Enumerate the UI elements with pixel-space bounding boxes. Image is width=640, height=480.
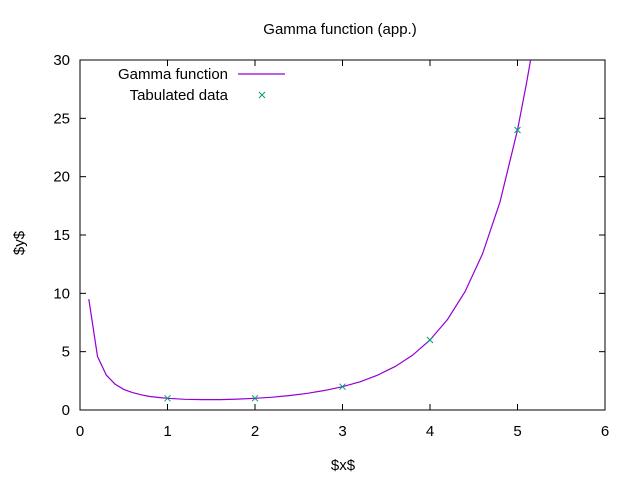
x-tick-label: 2 xyxy=(251,423,259,440)
y-tick-label: 5 xyxy=(62,344,70,361)
chart-title: Gamma function (app.) xyxy=(263,21,416,38)
x-tick-label: 3 xyxy=(338,423,346,440)
x-axis-ticks: 0 1 2 3 4 5 6 xyxy=(76,60,609,440)
y-tick-label: 15 xyxy=(53,227,70,244)
series-layer xyxy=(88,59,532,402)
y-tick-label: 10 xyxy=(53,285,70,302)
data-point xyxy=(426,336,434,344)
y-tick-label: 0 xyxy=(62,402,70,419)
data-point xyxy=(339,383,346,391)
legend-label: Tabulated data xyxy=(130,87,229,104)
x-tick-label: 0 xyxy=(76,423,84,440)
y-axis-label: $y$ xyxy=(11,230,28,255)
data-point xyxy=(164,394,171,402)
legend-label: Gamma function xyxy=(118,66,228,83)
plot-frame xyxy=(79,59,606,411)
x-axis-label: $x$ xyxy=(331,457,356,474)
x-tick-label: 5 xyxy=(513,423,521,440)
series-line-gamma-function xyxy=(88,59,532,401)
legend-marker-swatch xyxy=(258,91,266,99)
y-axis-ticks: 0 5 10 15 20 25 30 xyxy=(53,52,605,419)
x-tick-label: 6 xyxy=(601,423,609,440)
data-point xyxy=(514,126,521,134)
y-tick-label: 30 xyxy=(53,52,70,69)
x-tick-label: 4 xyxy=(426,423,434,440)
y-tick-label: 25 xyxy=(53,110,70,127)
y-tick-label: 20 xyxy=(53,169,70,186)
x-tick-label: 1 xyxy=(163,423,171,440)
legend: Gamma function Tabulated data xyxy=(118,66,285,104)
data-point xyxy=(251,394,259,402)
